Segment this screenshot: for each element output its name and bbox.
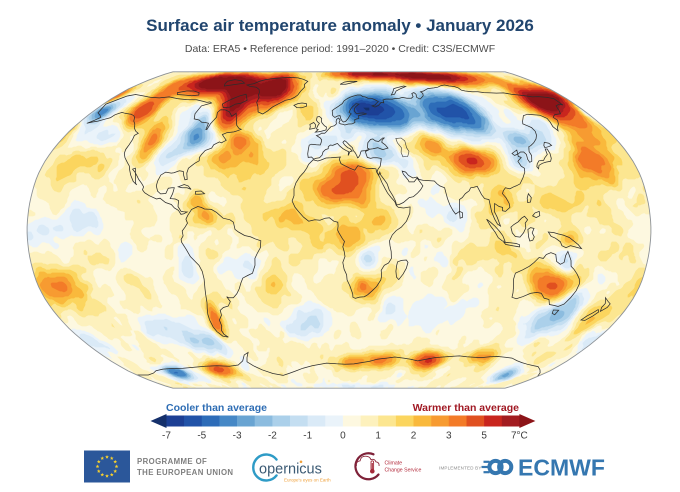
svg-text:Cooler than average: Cooler than average [166, 402, 267, 414]
svg-text:Climate: Climate [385, 461, 403, 467]
svg-text:0: 0 [340, 431, 346, 442]
svg-text:3: 3 [446, 431, 452, 442]
svg-text:1: 1 [375, 431, 381, 442]
svg-text:-1: -1 [303, 431, 312, 442]
svg-text:-3: -3 [233, 431, 242, 442]
svg-text:2: 2 [411, 431, 417, 442]
svg-text:Change Service: Change Service [385, 468, 422, 474]
svg-text:-5: -5 [197, 431, 206, 442]
svg-text:THE EUROPEAN UNION: THE EUROPEAN UNION [137, 468, 233, 477]
svg-text:IMPLEMENTED BY: IMPLEMENTED BY [439, 465, 482, 470]
svg-text:7°C: 7°C [511, 431, 528, 442]
svg-text:-7: -7 [162, 431, 171, 442]
svg-text:Warmer than average: Warmer than average [413, 402, 520, 414]
svg-text:5: 5 [481, 431, 487, 442]
svg-text:ECMWF: ECMWF [518, 455, 605, 481]
svg-text:PROGRAMME OF: PROGRAMME OF [137, 457, 207, 466]
svg-text:-2: -2 [268, 431, 277, 442]
svg-text:opernicus: opernicus [259, 462, 322, 478]
svg-text:Europe's eyes on Earth: Europe's eyes on Earth [284, 478, 331, 483]
